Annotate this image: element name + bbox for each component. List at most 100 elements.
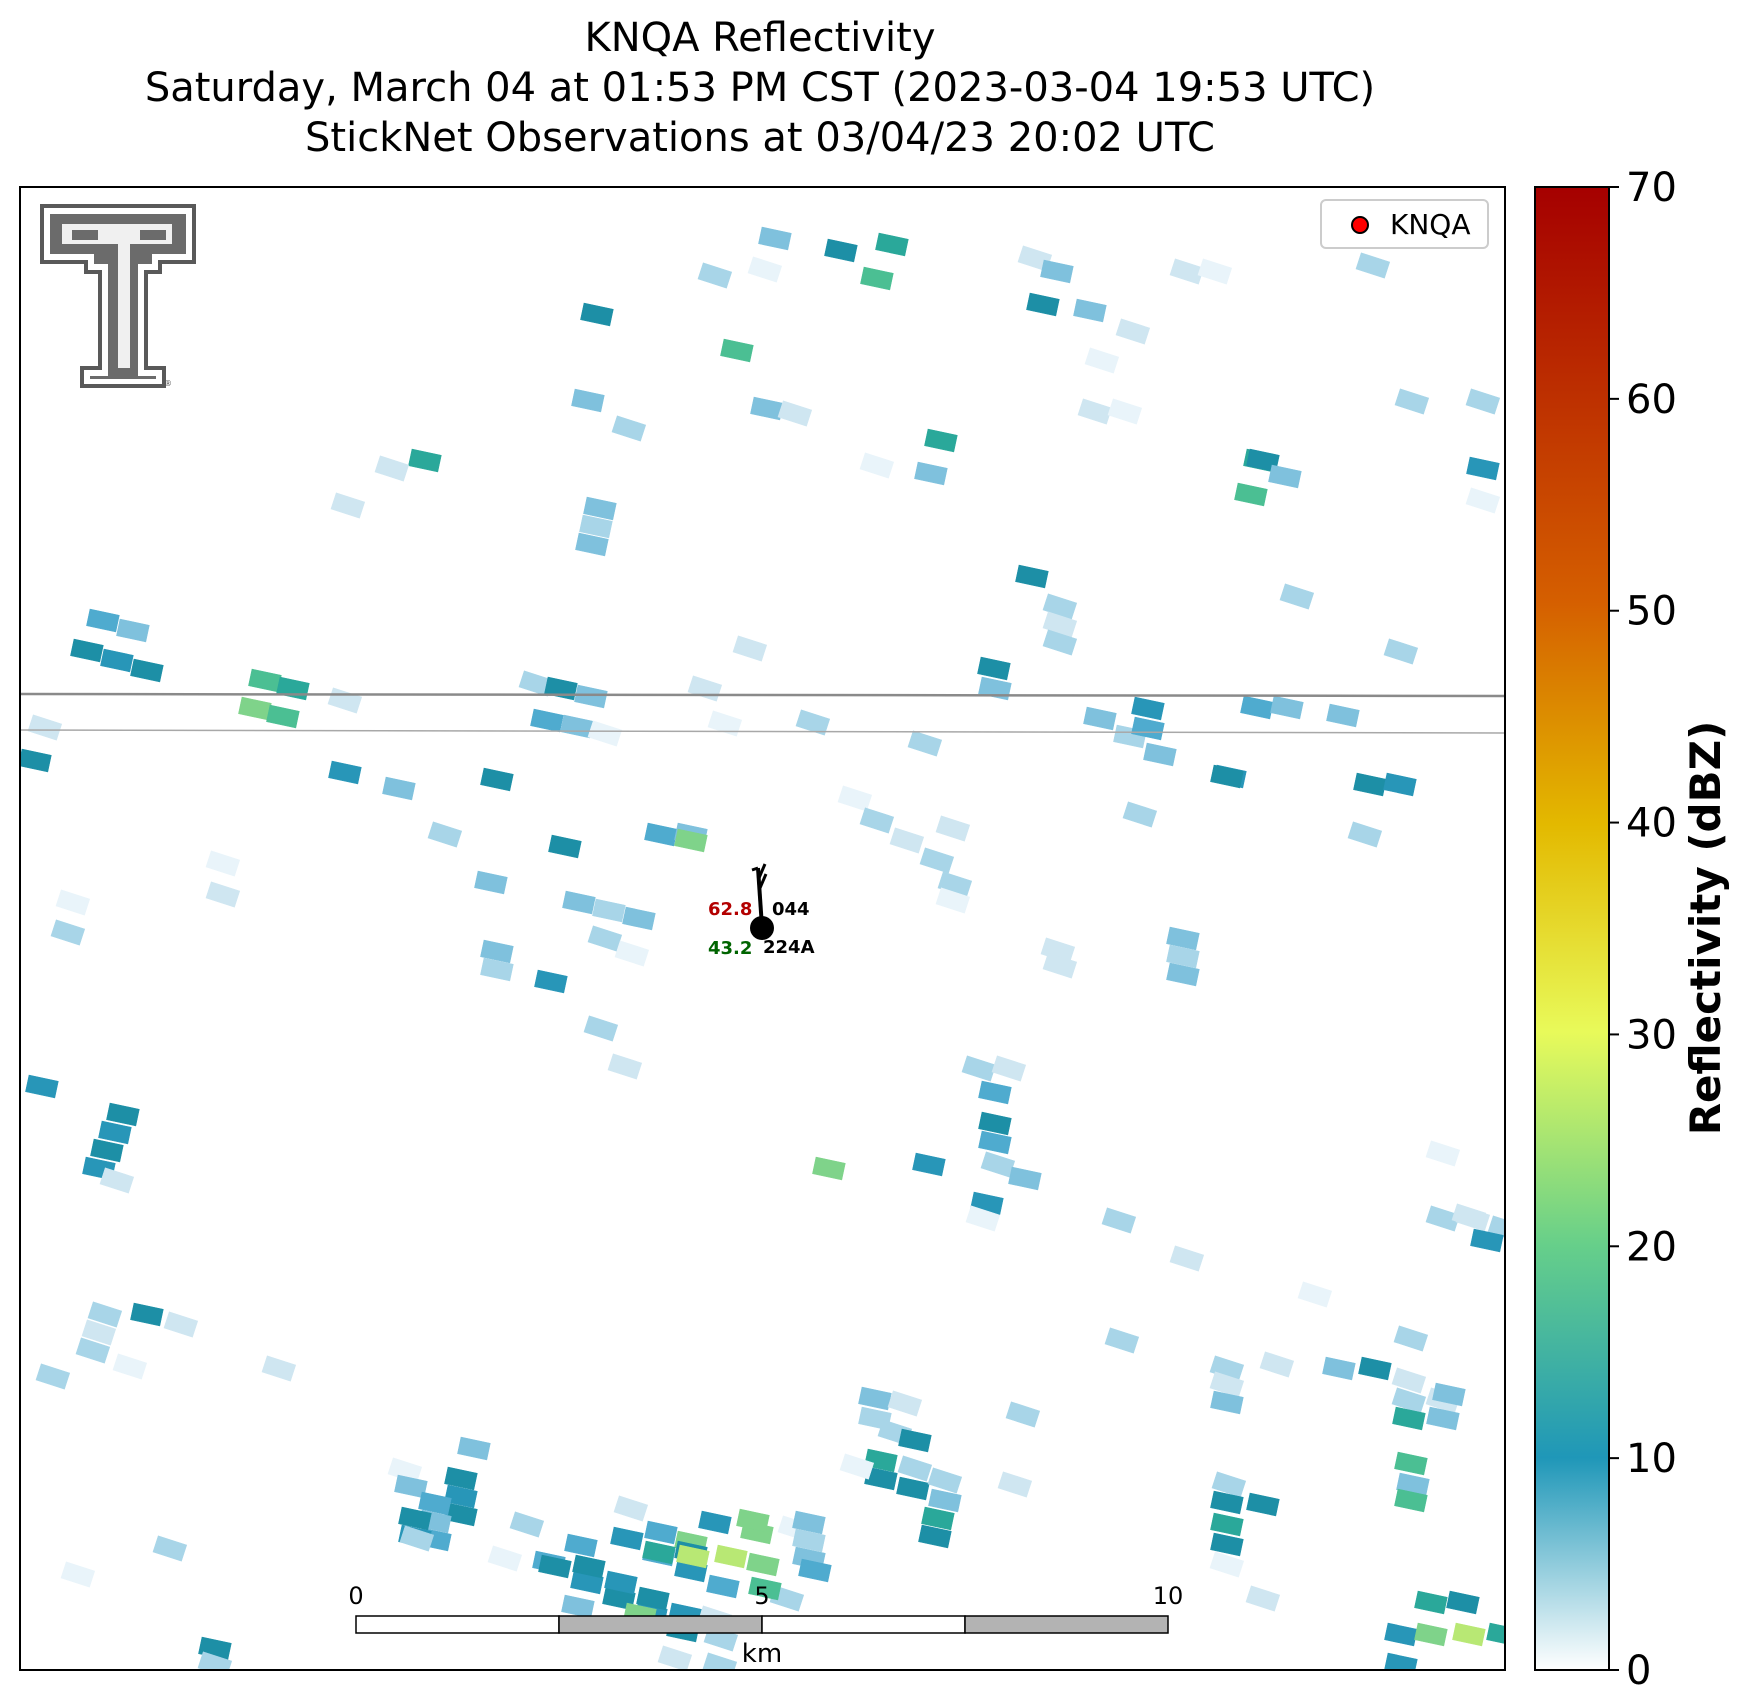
echo-gate <box>587 720 623 747</box>
echo-gate <box>927 1467 963 1494</box>
echo-gate <box>444 1466 478 1491</box>
echo-gate <box>1240 695 1274 720</box>
echo-gate <box>697 262 733 289</box>
echo-gate <box>1131 696 1165 721</box>
echo-gate <box>889 827 925 854</box>
title-line-1: KNQA Reflectivity <box>584 15 936 61</box>
wind-barb-flag <box>751 866 759 872</box>
echo-gate <box>714 1544 748 1569</box>
reflectivity-echoes <box>20 226 1505 1670</box>
road-line-upper <box>19 692 1506 698</box>
echo-gate <box>644 822 678 847</box>
echo-gate <box>610 1526 644 1551</box>
colorbar-tick-label: 70 <box>1626 165 1677 211</box>
echo-gate <box>562 890 596 915</box>
echo-gate <box>1210 1390 1244 1415</box>
echo-gate <box>87 1301 123 1328</box>
echo-gate <box>1073 298 1107 323</box>
echo-gate <box>1470 1228 1504 1253</box>
echo-gate <box>924 428 958 453</box>
echo-gate <box>907 730 943 757</box>
echo-gate <box>1169 1245 1205 1272</box>
echo-gate <box>1042 629 1078 656</box>
echo-gate <box>276 676 310 701</box>
echo-gate <box>564 1533 598 1558</box>
echo-gate <box>1234 482 1268 507</box>
echo-gate <box>1166 944 1200 969</box>
echo-gate <box>1042 952 1078 979</box>
echo-gate <box>1245 1585 1281 1612</box>
echo-gate <box>1101 1207 1137 1234</box>
echo-gate <box>887 1390 923 1417</box>
echo-gate <box>1210 1490 1244 1515</box>
echo-gate <box>112 1353 148 1380</box>
echo-gate <box>1008 1166 1042 1191</box>
echo-gate <box>1466 456 1500 481</box>
echo-gate <box>1432 1382 1466 1407</box>
echo-gate <box>812 1156 846 1181</box>
echo-gate <box>398 1506 432 1531</box>
texas-tech-logo: ® <box>40 204 196 388</box>
echo-gate <box>746 1552 780 1577</box>
echo-gate <box>487 1545 523 1572</box>
echo-gate <box>839 1453 875 1480</box>
echo-gate <box>837 785 873 812</box>
colorbar-tick-label: 20 <box>1626 1224 1677 1270</box>
echo-gate <box>792 1510 826 1535</box>
station-pressure: 044 <box>772 899 810 920</box>
legend-label: KNQA <box>1390 208 1471 241</box>
echo-gate <box>636 1586 670 1611</box>
echo-gate <box>1394 388 1430 415</box>
echo-gate <box>706 1574 740 1599</box>
echo-gate <box>676 1544 710 1569</box>
echo-gate <box>1083 706 1117 731</box>
echo-gate <box>935 887 971 914</box>
echo-gate <box>897 1455 933 1482</box>
scale-tick-10: 10 <box>1153 1582 1184 1610</box>
echo-gate <box>50 919 86 946</box>
echo-gate <box>548 834 582 859</box>
colorbar-gradient <box>1534 186 1610 1671</box>
echo-gate <box>702 1652 738 1670</box>
echo-gate <box>1355 252 1391 279</box>
echo-gate <box>27 714 63 741</box>
echo-gate <box>1392 1406 1426 1431</box>
echo-gate <box>1393 1325 1429 1352</box>
echo-gate <box>978 1130 1012 1155</box>
road-line-lower <box>19 729 1506 734</box>
echo-gate <box>1384 1622 1418 1647</box>
echo-gate <box>238 696 272 721</box>
echo-gate <box>130 658 164 683</box>
map-panel[interactable]: ® KNQA 62.8 044 43.2 224A 0 5 <box>18 186 1521 1678</box>
echo-gate <box>86 608 120 633</box>
echo-gate <box>644 1520 678 1545</box>
station-marker-icon <box>750 916 774 940</box>
echo-gate <box>572 1554 606 1579</box>
echo-gate <box>330 492 366 519</box>
echo-gate <box>798 1558 832 1583</box>
echo-gate <box>792 1528 826 1553</box>
echo-gate <box>1391 1387 1427 1414</box>
station-temperature: 62.8 <box>708 899 752 920</box>
echo-gate <box>427 821 463 848</box>
echo-gate <box>978 1080 1012 1105</box>
echo-gate <box>978 1111 1012 1136</box>
echo-gate <box>1209 1551 1245 1578</box>
echo-gate <box>748 1576 782 1601</box>
echo-gate <box>674 828 708 853</box>
echo-gate <box>1122 801 1158 828</box>
echo-gate <box>898 1428 932 1453</box>
echo-gate <box>1451 1203 1487 1230</box>
echo-gate <box>116 618 150 643</box>
colorbar-tick-label: 10 <box>1626 1436 1677 1482</box>
echo-gate <box>35 1363 71 1390</box>
stationplot[interactable]: 62.8 044 43.2 224A <box>708 863 815 959</box>
echo-gate <box>736 1508 770 1533</box>
echo-gate <box>327 687 363 714</box>
echo-gate <box>1077 398 1113 425</box>
echo-gate <box>328 760 362 785</box>
echo-gate <box>1425 1140 1461 1167</box>
echo-gate <box>205 881 241 908</box>
echo-gate <box>266 704 300 729</box>
echo-gate <box>100 648 134 673</box>
